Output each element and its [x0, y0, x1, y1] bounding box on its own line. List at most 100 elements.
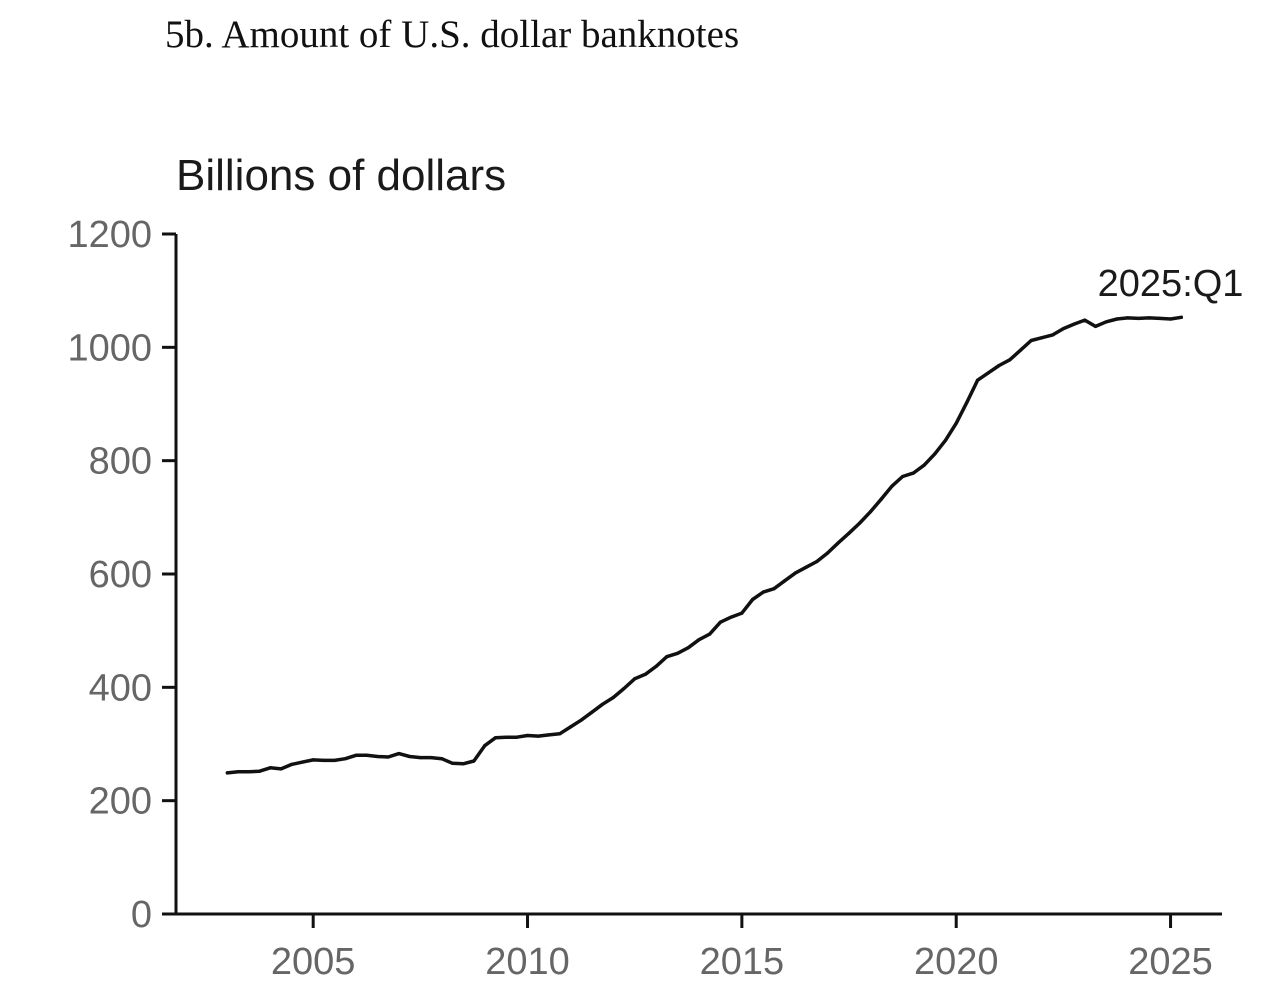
- data-point: [322, 758, 326, 763]
- data-point: [515, 735, 519, 739]
- data-point: [247, 770, 251, 774]
- y-tick-label: 800: [89, 441, 152, 483]
- x-tick-label: 2005: [271, 941, 356, 983]
- x-tick-label: 2010: [485, 941, 570, 983]
- data-point: [365, 753, 369, 757]
- y-tick-label: 400: [89, 667, 152, 709]
- data-point: [568, 725, 573, 729]
- data-point: [600, 702, 605, 706]
- data-point: [847, 531, 851, 535]
- data-point: [718, 620, 723, 624]
- data-point: [1147, 316, 1151, 320]
- data-point: [793, 571, 798, 575]
- y-tick-label: 0: [131, 894, 152, 936]
- data-point: [954, 421, 958, 425]
- data-point: [429, 756, 433, 760]
- data-point: [440, 757, 444, 761]
- data-point: [343, 757, 347, 761]
- data-point: [525, 733, 530, 738]
- data-point: [826, 551, 830, 555]
- series-line-banknotes: [225, 315, 1184, 775]
- data-point: [986, 371, 991, 375]
- data-point: [1158, 316, 1162, 320]
- data-point: [386, 755, 390, 759]
- data-point: [536, 734, 540, 738]
- y-tick-label: 200: [89, 781, 152, 823]
- data-point: [633, 677, 637, 681]
- y-tick-label: 1200: [67, 214, 152, 256]
- data-point: [686, 646, 690, 650]
- data-point: [1104, 320, 1108, 324]
- data-point: [997, 363, 1001, 368]
- data-point: [397, 752, 401, 756]
- data-point: [290, 762, 294, 767]
- data-point: [493, 736, 497, 740]
- data-point: [740, 611, 744, 615]
- data-point: [611, 695, 615, 700]
- data-point: [1093, 324, 1098, 328]
- data-point: [1008, 358, 1012, 362]
- data-point: [943, 438, 948, 442]
- data-point: [333, 758, 337, 763]
- data-point: [697, 638, 701, 642]
- x-tick-label: 2020: [914, 941, 999, 983]
- data-point: [933, 452, 937, 456]
- data-point: [965, 400, 969, 404]
- data-point: [879, 497, 883, 501]
- data-point: [676, 651, 680, 655]
- data-point: [772, 587, 776, 591]
- data-point: [461, 762, 465, 766]
- y-axis-unit-label: Billions of dollars: [176, 151, 506, 200]
- data-point: [472, 759, 476, 763]
- data-point: [1061, 327, 1065, 331]
- x-tick-label: 2015: [700, 941, 785, 983]
- data-point: [258, 769, 262, 773]
- latest-point-annotation: 2025:Q1: [1098, 263, 1244, 305]
- data-point: [408, 754, 412, 759]
- data-point: [375, 754, 380, 759]
- data-point: [1126, 316, 1130, 320]
- data-point: [665, 655, 669, 659]
- data-point: [729, 615, 733, 619]
- data-point: [1083, 318, 1087, 322]
- data-point: [225, 771, 229, 775]
- data-point: [354, 753, 358, 757]
- data-point: [654, 664, 658, 669]
- data-point: [911, 471, 915, 475]
- data-point: [1018, 348, 1023, 352]
- data-point: [815, 559, 819, 564]
- data-point: [708, 632, 712, 636]
- x-axis-ticks: 2005 2010 2015 2020 2025: [271, 914, 1213, 983]
- data-point: [858, 521, 862, 525]
- data-point: [1051, 333, 1055, 337]
- data-point: [1179, 315, 1183, 319]
- data-point: [558, 732, 562, 736]
- data-point: [1072, 322, 1076, 326]
- data-point: [483, 744, 487, 748]
- data-point: [236, 770, 240, 774]
- data-point: [450, 761, 455, 765]
- data-point: [901, 474, 905, 479]
- data-point: [311, 758, 315, 762]
- data-point: [890, 484, 894, 488]
- data-point: [418, 756, 422, 760]
- data-point: [922, 463, 926, 467]
- data-point: [751, 597, 755, 602]
- data-point: [1040, 336, 1044, 340]
- data-point: [547, 733, 551, 737]
- data-point: [643, 672, 648, 676]
- data-point: [1136, 316, 1140, 320]
- data-point: [804, 565, 808, 569]
- data-point: [300, 760, 305, 764]
- x-tick-label: 2025: [1128, 941, 1213, 983]
- data-point: [783, 579, 787, 583]
- data-point: [590, 710, 594, 714]
- series-points: [225, 315, 1183, 775]
- data-point: [836, 541, 840, 545]
- figure-title: 5b. Amount of U.S. dollar banknotes: [165, 13, 740, 56]
- y-tick-label: 1000: [67, 327, 152, 369]
- y-axis-ticks: 0 200 400 600 800 1000 1200: [67, 214, 176, 936]
- data-point: [1115, 317, 1119, 321]
- data-point: [579, 718, 583, 722]
- data-point: [1029, 338, 1033, 343]
